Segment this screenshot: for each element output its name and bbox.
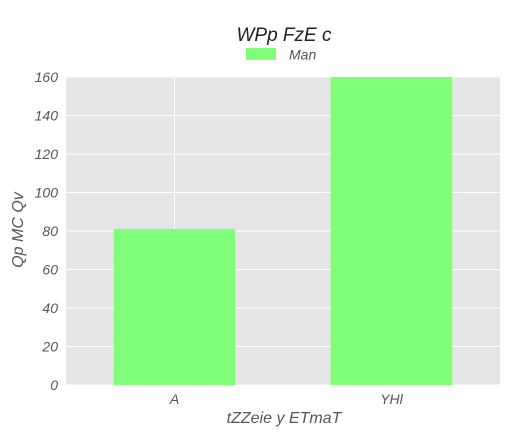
x-axis-ticks: A YHl	[169, 391, 404, 407]
bars	[113, 77, 453, 385]
y-tick-label: 160	[35, 69, 59, 85]
x-tick-label: YHl	[380, 391, 403, 407]
y-tick-label: 100	[35, 185, 59, 201]
y-tick-label: 60	[42, 262, 58, 278]
x-axis-label: tZZeie y ETmaT	[227, 410, 343, 427]
x-tick-label: A	[169, 391, 179, 407]
y-tick-label: 20	[41, 339, 58, 355]
y-tick-label: 120	[35, 146, 59, 162]
legend: Man	[246, 47, 316, 63]
y-axis-ticks: 0 20 40 60 80 100 120 140 160	[35, 69, 59, 393]
y-tick-label: 140	[35, 108, 59, 124]
y-tick-label: 40	[42, 300, 58, 316]
chart-title: WPp FzE c	[236, 25, 332, 46]
y-axis-label: Qp MC Qv	[10, 191, 27, 268]
legend-swatch	[246, 48, 276, 60]
bar	[330, 77, 453, 385]
legend-label: Man	[289, 47, 316, 63]
y-tick-label: 80	[42, 223, 58, 239]
y-tick-label: 0	[50, 377, 58, 393]
bar	[113, 229, 236, 385]
